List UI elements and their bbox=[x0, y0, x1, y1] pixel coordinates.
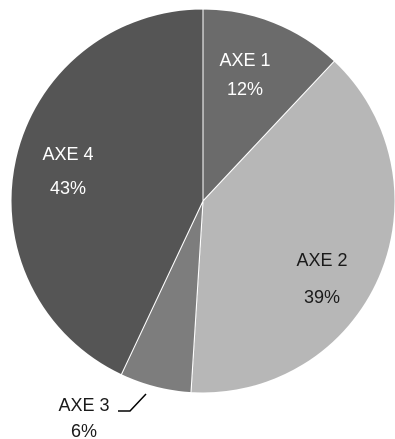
slice-label-name: AXE 3 bbox=[58, 395, 109, 415]
slice-label-value: 6% bbox=[71, 421, 97, 439]
leader-line bbox=[118, 393, 147, 412]
pie-slice-axe-4 bbox=[10, 8, 204, 376]
pie-slices bbox=[10, 8, 395, 394]
pie-labels: AXE 1 12% AXE 2 39% AXE 3 6% AXE 4 43% bbox=[42, 50, 347, 439]
slice-label-value: 39% bbox=[304, 287, 340, 307]
slice-label-name: AXE 4 bbox=[42, 144, 93, 164]
pie-slice-axe-1 bbox=[202, 8, 336, 203]
slice-label-name: AXE 1 bbox=[219, 50, 270, 70]
slice-label-value: 12% bbox=[227, 79, 263, 99]
slice-label-value: 43% bbox=[50, 178, 86, 198]
pie-slice-axe-2 bbox=[190, 60, 395, 394]
slice-label-name: AXE 2 bbox=[296, 250, 347, 270]
